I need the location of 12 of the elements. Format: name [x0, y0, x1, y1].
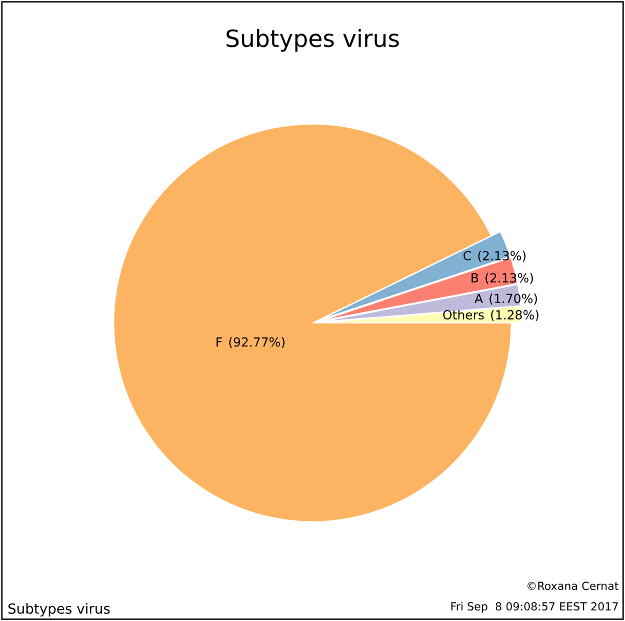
- data-label: (1.70%): [490, 294, 537, 305]
- data-label: (1.28%): [491, 310, 538, 321]
- slice-label: B: [472, 273, 478, 282]
- chart-title: Subtypes virus: [226, 28, 399, 52]
- slice-label: C: [464, 250, 471, 260]
- text: Fri Sep 8 09:08:57 EEST 2017: [451, 602, 618, 613]
- text: Subtypes virus: [8, 603, 110, 617]
- slice-label: Others: [443, 310, 484, 320]
- text: ©Roxana Cernat: [528, 582, 618, 590]
- slice-label: F: [216, 337, 222, 347]
- data-label: (92.77%): [229, 337, 284, 348]
- slice-label: A: [474, 294, 483, 304]
